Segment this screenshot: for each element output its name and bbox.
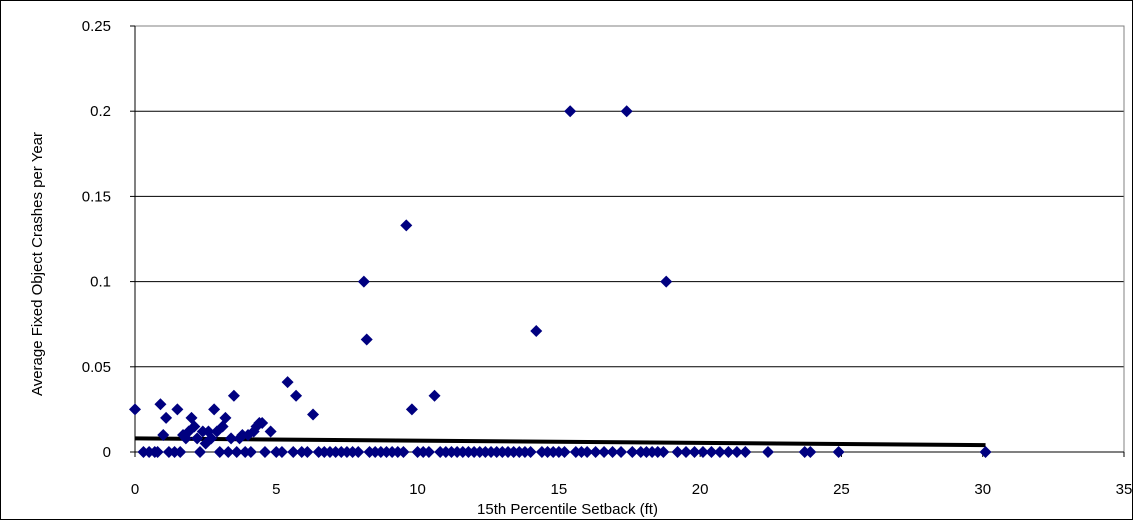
x-tick-label: 0: [131, 481, 139, 498]
data-point: [606, 446, 619, 458]
x-tick-label: 25: [833, 481, 850, 498]
axes: [130, 25, 1125, 457]
data-point: [761, 446, 774, 458]
x-tick-label: 35: [1116, 481, 1133, 498]
data-point: [688, 446, 701, 458]
x-tick-label: 30: [974, 481, 991, 498]
data-point: [160, 411, 173, 424]
data-point: [281, 376, 294, 389]
data-point: [301, 446, 314, 458]
data-point: [804, 446, 817, 458]
data-point: [275, 446, 288, 458]
data-point: [171, 403, 184, 416]
y-tick-label: 0.05: [82, 359, 111, 376]
data-point: [256, 417, 269, 430]
data-point: [307, 408, 320, 421]
data-point: [360, 333, 373, 346]
data-point: [671, 446, 684, 458]
data-point: [219, 411, 232, 424]
data-point: [428, 389, 441, 402]
data-point: [174, 446, 187, 458]
y-tick-label: 0.1: [90, 274, 111, 291]
x-axis-title: 15th Percentile Setback (ft): [477, 501, 658, 518]
trend-line: [134, 436, 986, 448]
data-point: [290, 389, 303, 402]
data-point: [558, 446, 571, 458]
x-tick-label: 15: [551, 481, 568, 498]
data-point: [564, 105, 577, 118]
x-tick-label: 20: [692, 481, 709, 498]
data-point: [264, 425, 277, 438]
data-point: [213, 446, 226, 458]
data-point: [524, 446, 537, 458]
data-point: [705, 446, 718, 458]
data-point: [722, 446, 735, 458]
data-point: [357, 275, 370, 288]
data-point: [730, 446, 743, 458]
y-tick-label: 0: [103, 444, 111, 461]
data-point: [657, 446, 670, 458]
data-point: [225, 432, 238, 445]
data-point: [397, 446, 410, 458]
data-point: [713, 446, 726, 458]
data-point: [352, 446, 365, 458]
y-tick-label: 0.2: [90, 103, 111, 120]
data-point: [598, 446, 611, 458]
x-tick-label: 10: [409, 481, 426, 498]
y-tick-label: 0.25: [82, 18, 111, 35]
x-tick-label: 5: [272, 481, 280, 498]
data-point: [208, 403, 221, 416]
data-points: [129, 105, 992, 458]
data-point: [696, 446, 709, 458]
data-point: [626, 446, 639, 458]
y-tick-label: 0.15: [82, 188, 111, 205]
data-point: [193, 446, 206, 458]
data-point: [530, 325, 543, 338]
data-point: [589, 446, 602, 458]
y-axis-title: Average Fixed Object Crashes per Year: [29, 132, 46, 396]
data-point: [739, 446, 752, 458]
data-point: [422, 446, 435, 458]
data-point: [400, 219, 413, 232]
data-point: [832, 446, 845, 458]
data-point: [154, 398, 167, 411]
data-point: [222, 446, 235, 458]
data-point: [620, 105, 633, 118]
tick-labels: 0 0.05 0.1 0.15 0.2 0.25 0 5 10 15 20 25 30 35: [82, 18, 1133, 498]
data-point: [244, 446, 257, 458]
data-point: [680, 446, 693, 458]
plot-area: [134, 25, 1125, 453]
data-point: [157, 428, 170, 441]
data-point: [660, 275, 673, 288]
data-point: [227, 389, 240, 402]
data-point: [230, 446, 243, 458]
data-point: [581, 446, 594, 458]
gridlines: [135, 25, 1124, 368]
data-point: [287, 446, 300, 458]
data-point: [151, 446, 164, 458]
data-point: [258, 446, 271, 458]
data-point: [615, 446, 628, 458]
trendline: [134, 436, 986, 448]
data-point: [405, 403, 418, 416]
data-point: [979, 446, 992, 458]
data-point: [129, 403, 141, 416]
data-point: [205, 432, 218, 445]
data-point: [188, 420, 201, 433]
data-point: [191, 432, 204, 445]
